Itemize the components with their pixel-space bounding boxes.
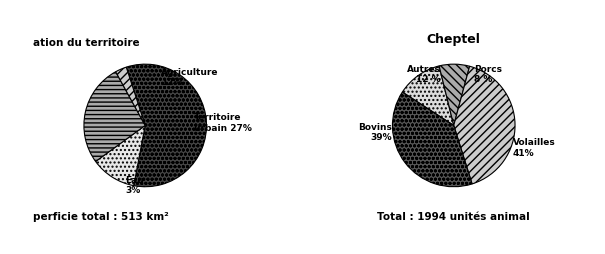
Text: Cheptel: Cheptel xyxy=(427,33,481,45)
Wedge shape xyxy=(84,72,145,162)
Text: Porcs
8 %: Porcs 8 % xyxy=(474,65,502,84)
Wedge shape xyxy=(116,68,145,126)
Text: Agriculture
12%: Agriculture 12% xyxy=(161,68,218,87)
Text: Eau
3%: Eau 3% xyxy=(125,175,144,195)
Text: Bovins
39%: Bovins 39% xyxy=(359,122,393,141)
Text: Autres
12 %: Autres 12 % xyxy=(407,65,441,84)
Text: Territoire
urbain 27%: Territoire urbain 27% xyxy=(194,113,252,132)
Text: ation du territoire: ation du territoire xyxy=(33,38,140,48)
Wedge shape xyxy=(402,67,454,126)
Wedge shape xyxy=(393,93,472,187)
Text: Volailles
41%: Volailles 41% xyxy=(513,138,555,157)
Wedge shape xyxy=(126,65,206,187)
Wedge shape xyxy=(96,126,145,186)
Wedge shape xyxy=(454,67,515,184)
Text: perficie total : 513 km²: perficie total : 513 km² xyxy=(33,211,169,221)
Text: Total : 1994 unités animal: Total : 1994 unités animal xyxy=(378,211,530,221)
Wedge shape xyxy=(439,65,469,126)
